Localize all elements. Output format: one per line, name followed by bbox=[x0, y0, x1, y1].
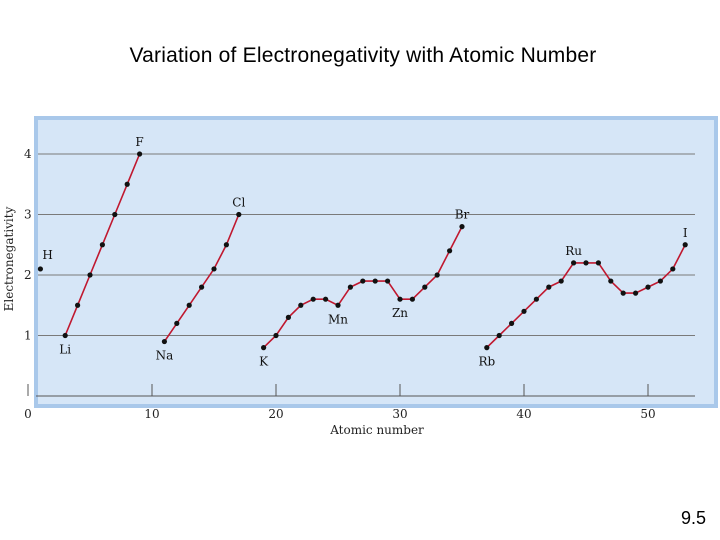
element-label-mn: Mn bbox=[328, 312, 348, 326]
data-point bbox=[211, 266, 217, 272]
plot-area bbox=[34, 116, 718, 408]
x-tick-label-50: 50 bbox=[640, 407, 655, 421]
element-label-cl: Cl bbox=[232, 196, 245, 210]
data-point bbox=[571, 260, 577, 266]
element-label-ru: Ru bbox=[565, 244, 582, 258]
data-point bbox=[261, 345, 267, 351]
data-point bbox=[583, 260, 589, 266]
x-tick-label-30: 30 bbox=[392, 407, 407, 421]
x-tick-label-20: 20 bbox=[268, 407, 283, 421]
data-point bbox=[223, 242, 229, 248]
data-point bbox=[75, 302, 81, 308]
data-point bbox=[620, 290, 626, 296]
data-point bbox=[509, 320, 515, 326]
data-point bbox=[236, 211, 242, 218]
slide-number: 9.5 bbox=[680, 508, 706, 528]
y-tick-label-2: 2 bbox=[24, 268, 32, 282]
element-label-h: H bbox=[42, 248, 52, 262]
x-tick-label-40: 40 bbox=[516, 407, 531, 421]
data-point bbox=[645, 284, 651, 290]
data-point bbox=[385, 278, 391, 284]
element-label-zn: Zn bbox=[392, 306, 408, 320]
element-labels: H F Li Cl Na K Mn Zn Br Ru Rb I bbox=[42, 135, 687, 369]
element-label-li: Li bbox=[59, 343, 71, 357]
data-point bbox=[335, 302, 341, 308]
data-point bbox=[657, 278, 664, 284]
data-point bbox=[608, 278, 614, 284]
data-point bbox=[447, 248, 453, 254]
data-point bbox=[360, 278, 366, 284]
x-tick-label-0: 0 bbox=[24, 407, 32, 421]
data-point bbox=[546, 284, 552, 290]
data-point bbox=[484, 345, 490, 351]
data-point bbox=[161, 338, 167, 345]
data-point bbox=[670, 266, 676, 272]
data-point bbox=[347, 284, 353, 290]
data-point bbox=[521, 308, 527, 314]
data-point bbox=[87, 272, 93, 278]
data-point bbox=[273, 332, 279, 339]
data-point bbox=[533, 296, 540, 302]
data-point bbox=[496, 332, 502, 339]
data-point bbox=[112, 211, 118, 218]
x-tick-label-10: 10 bbox=[144, 407, 159, 421]
data-point bbox=[595, 260, 602, 266]
data-point bbox=[633, 290, 639, 296]
data-point bbox=[62, 332, 68, 339]
element-label-k: K bbox=[259, 355, 269, 369]
data-point bbox=[199, 284, 205, 290]
data-point bbox=[434, 272, 440, 278]
x-axis-title: Atomic number bbox=[329, 423, 424, 437]
element-label-f: F bbox=[135, 135, 143, 149]
data-point bbox=[137, 151, 143, 157]
element-label-na: Na bbox=[156, 349, 174, 363]
data-point bbox=[558, 278, 564, 284]
data-point bbox=[285, 314, 291, 320]
element-label-br: Br bbox=[455, 208, 470, 222]
axes: 0 10 20 30 40 50 1 2 3 4 bbox=[24, 147, 695, 421]
data-point-isolated bbox=[37, 266, 44, 272]
y-axis-title: Electronegativity bbox=[2, 206, 16, 311]
data-point bbox=[310, 296, 316, 302]
slide-title: Variation of Electronegativity with Atom… bbox=[129, 44, 597, 67]
data-point bbox=[186, 302, 192, 308]
element-label-rb: Rb bbox=[478, 355, 495, 369]
data-point bbox=[323, 296, 329, 302]
gridlines bbox=[38, 153, 695, 336]
data-point bbox=[99, 242, 105, 248]
data-point bbox=[422, 284, 428, 290]
data-point bbox=[459, 224, 465, 230]
data-point bbox=[372, 278, 378, 284]
data-point bbox=[397, 296, 403, 302]
data-point bbox=[682, 242, 688, 248]
element-label-i: I bbox=[683, 226, 688, 240]
data-point bbox=[409, 296, 415, 302]
data-point bbox=[298, 302, 304, 308]
y-tick-label-3: 3 bbox=[24, 208, 32, 222]
y-tick-label-4: 4 bbox=[24, 147, 32, 161]
data-point bbox=[174, 320, 180, 326]
series-points bbox=[37, 151, 688, 351]
data-point bbox=[124, 181, 130, 187]
y-tick-label-1: 1 bbox=[24, 329, 32, 343]
